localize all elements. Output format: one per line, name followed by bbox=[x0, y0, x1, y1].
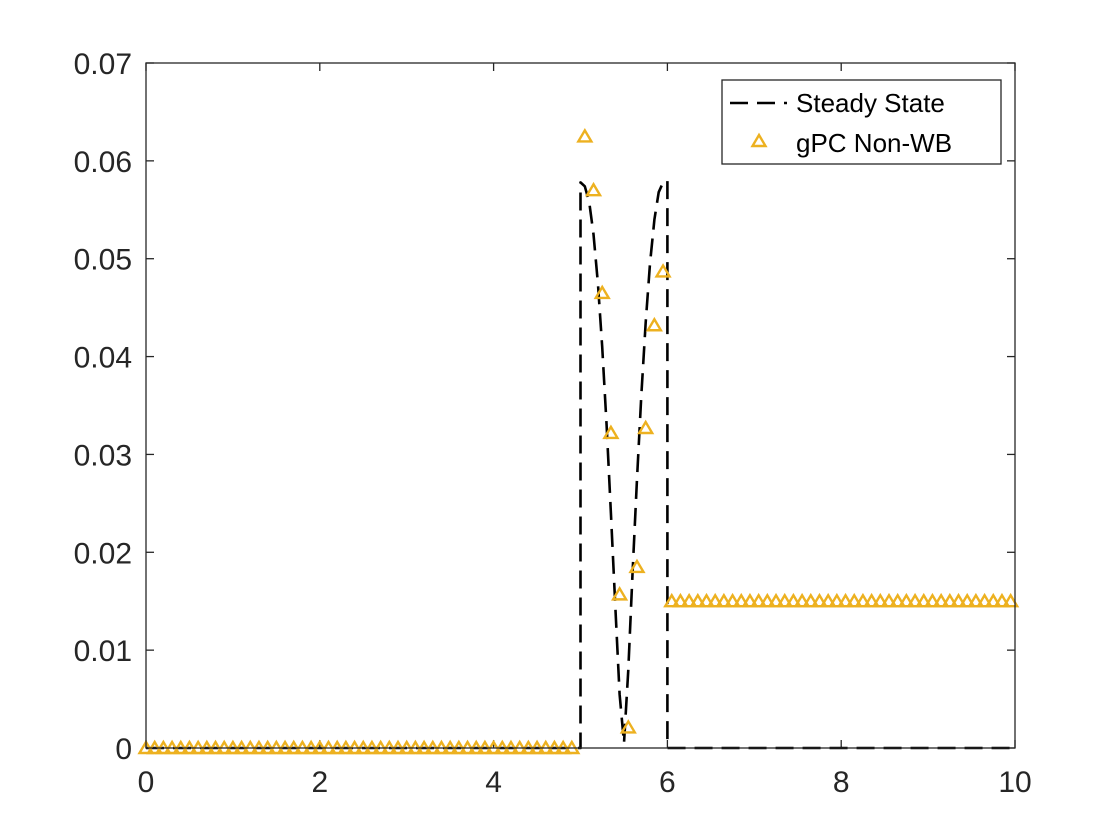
gpc-non-wb-marker bbox=[645, 316, 663, 332]
gpc-non-wb-marker bbox=[697, 592, 716, 608]
gpc-non-wb-marker bbox=[584, 181, 603, 197]
gpc-non-wb-marker bbox=[758, 592, 776, 608]
gpc-non-wb-marker bbox=[706, 592, 724, 608]
gpc-non-wb-marker bbox=[845, 592, 863, 608]
gpc-non-wb-marker bbox=[732, 592, 750, 608]
gpc-non-wb-marker bbox=[715, 592, 733, 608]
gpc-non-wb-marker bbox=[784, 592, 803, 608]
axes-box bbox=[145, 62, 1016, 749]
gpc-non-wb-marker bbox=[836, 592, 855, 608]
gpc-non-wb-marker bbox=[975, 592, 994, 608]
gpc-non-wb-marker bbox=[819, 592, 837, 608]
gpc-non-wb-marker bbox=[576, 128, 594, 143]
gpc-non-wb-marker bbox=[906, 592, 924, 608]
x-tick-label: 0 bbox=[138, 766, 155, 799]
x-tick-label: 4 bbox=[485, 766, 502, 799]
legend-box bbox=[721, 79, 1002, 165]
x-tick-label: 10 bbox=[998, 766, 1031, 799]
gpc-non-wb-marker bbox=[663, 592, 681, 608]
gpc-non-wb-marker bbox=[602, 424, 620, 440]
x-tick-label: 8 bbox=[833, 766, 850, 799]
gpc-non-wb-marker bbox=[750, 592, 768, 608]
y-tick-label: 0.04 bbox=[74, 342, 132, 375]
y-tick-label: 0.01 bbox=[74, 635, 132, 668]
steady-state-line bbox=[146, 179, 1015, 750]
gpc-non-wb-marker bbox=[810, 592, 829, 608]
legend-label-gpc-non-wb: gPC Non-WB bbox=[796, 128, 952, 158]
y-tick-label: 0.07 bbox=[74, 48, 132, 81]
gpc-non-wb-marker bbox=[619, 719, 637, 734]
legend-triangle-marker bbox=[750, 132, 768, 148]
gpc-non-wb-marker bbox=[923, 592, 942, 608]
gpc-non-wb-marker bbox=[871, 592, 889, 608]
gpc-non-wb-marker bbox=[793, 592, 811, 608]
gpc-non-wb-marker bbox=[941, 592, 959, 608]
gpc-non-wb-marker bbox=[880, 592, 898, 608]
gpc-non-wb-marker bbox=[984, 592, 1002, 608]
y-tick-label: 0 bbox=[115, 733, 132, 766]
gpc-non-wb-marker bbox=[1002, 592, 1020, 608]
gpc-non-wb-marker bbox=[949, 592, 968, 608]
gpc-non-wb-marker bbox=[932, 592, 950, 608]
plot-area bbox=[146, 63, 1015, 748]
x-tick-label: 6 bbox=[659, 766, 676, 799]
y-tick-label: 0.02 bbox=[74, 537, 132, 570]
gpc-non-wb-marker bbox=[680, 592, 698, 608]
legend-label-steady-state: Steady State bbox=[796, 88, 945, 118]
x-tick-label: 2 bbox=[311, 766, 328, 799]
gpc-non-wb-marker bbox=[802, 592, 820, 608]
y-tick-label: 0.06 bbox=[74, 146, 132, 179]
axis-tick-labels: 0 2 4 6 8 10 0 0.01 0.02 0.03 0.04 0.05 0.06 0.07 bbox=[74, 48, 1032, 799]
gpc-non-wb-marker bbox=[897, 592, 915, 608]
gpc-non-wb-marker bbox=[741, 592, 759, 608]
gpc-non-wb-marker bbox=[958, 592, 976, 608]
gpc-non-wb-marker bbox=[671, 592, 690, 608]
gpc-non-wb-marker bbox=[863, 592, 881, 608]
gpc-non-wb-marker bbox=[993, 592, 1011, 608]
gpc-non-wb-marker bbox=[915, 592, 933, 608]
gpc-non-wb-marker bbox=[967, 592, 985, 608]
gpc-non-wb-marker bbox=[776, 592, 794, 608]
legend: Steady State gPC Non-WB bbox=[721, 79, 1002, 165]
gpc-non-wb-marker bbox=[828, 592, 846, 608]
y-tick-label: 0.05 bbox=[74, 244, 132, 277]
y-tick-label: 0.03 bbox=[74, 439, 132, 472]
gpc-non-wb-marker bbox=[611, 586, 629, 601]
gpc-non-wb-marker bbox=[723, 592, 742, 608]
gpc-non-wb-marker bbox=[689, 592, 707, 608]
gpc-non-wb-marker bbox=[767, 592, 785, 608]
gpc-non-wb-marker bbox=[593, 284, 611, 300]
gpc-non-wb-marker bbox=[854, 592, 872, 608]
gpc-non-wb-marker bbox=[654, 263, 672, 278]
gpc-non-wb-marker bbox=[889, 592, 907, 608]
gpc-non-wb-marker bbox=[628, 558, 646, 574]
gpc-non-wb-marker bbox=[637, 419, 655, 435]
